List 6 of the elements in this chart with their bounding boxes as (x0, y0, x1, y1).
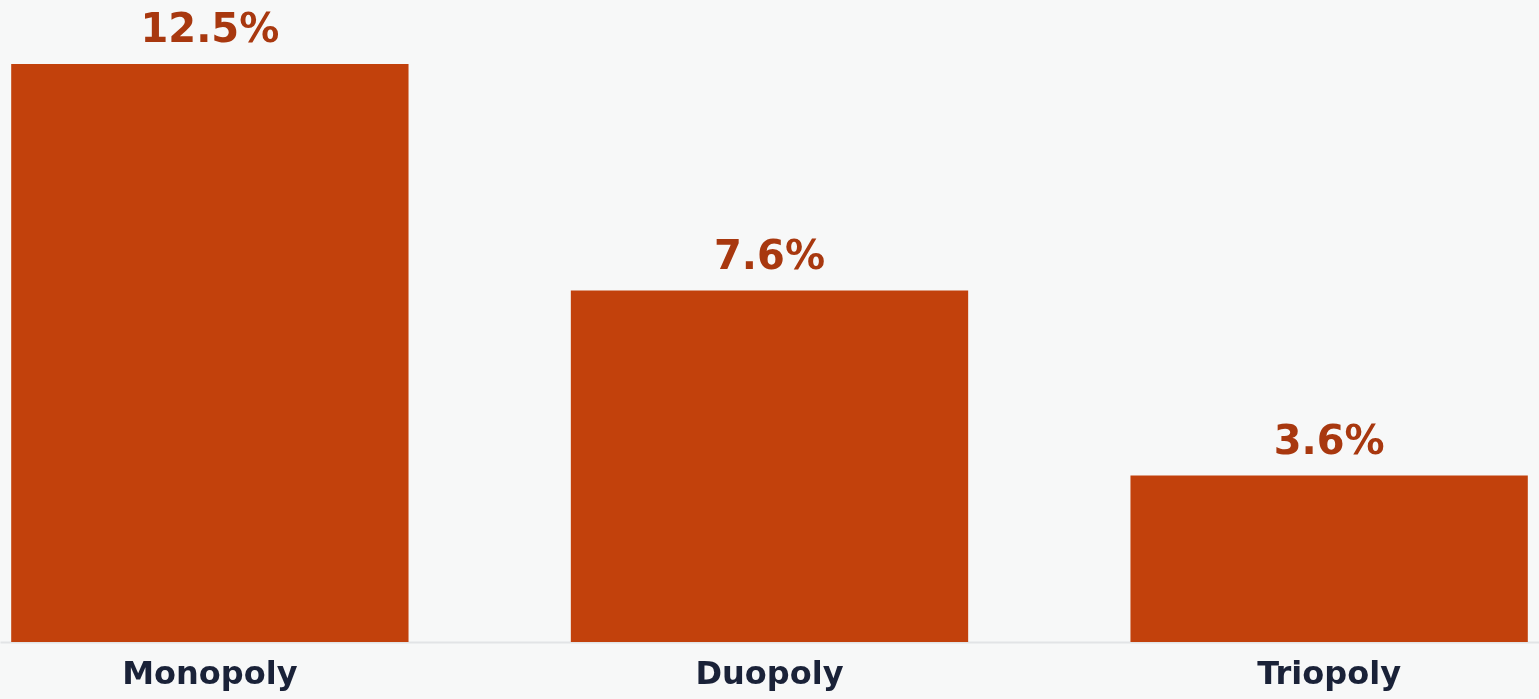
x-tick-label: Triopoly (1257, 653, 1402, 692)
x-tick-label: Duopoly (695, 653, 844, 692)
data-label: 3.6% (1273, 416, 1385, 463)
x-tick-label: Monopoly (122, 653, 298, 692)
data-label: 12.5% (140, 5, 280, 51)
data-label: 7.6% (714, 231, 825, 278)
